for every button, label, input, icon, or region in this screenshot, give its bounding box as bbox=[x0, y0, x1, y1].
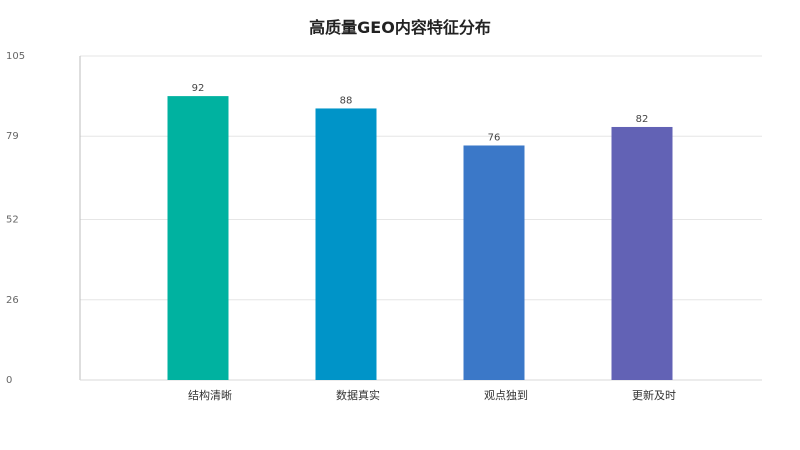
data-label: 92 bbox=[192, 83, 205, 94]
x-tick-labels: 结构清晰 数据真实 观点独到 更新及时 bbox=[188, 388, 676, 402]
y-tick-label: 105 bbox=[6, 51, 25, 62]
data-labels: 92 88 76 82 bbox=[192, 83, 649, 143]
x-tick-label: 观点独到 bbox=[484, 389, 528, 402]
bar bbox=[315, 108, 377, 380]
bar bbox=[611, 126, 673, 380]
y-tick-label: 79 bbox=[6, 131, 19, 142]
chart-title: 高质量GEO内容特征分布 bbox=[309, 18, 491, 37]
y-tick-label: 26 bbox=[6, 295, 19, 306]
bars bbox=[167, 96, 673, 380]
x-tick-label: 结构清晰 bbox=[188, 388, 232, 402]
y-tick-labels: 0 26 52 79 105 bbox=[6, 51, 25, 386]
x-tick-label: 数据真实 bbox=[336, 388, 380, 402]
bar bbox=[167, 96, 229, 380]
y-tick-label: 52 bbox=[6, 215, 19, 226]
data-label: 88 bbox=[340, 95, 353, 106]
data-label: 82 bbox=[636, 114, 649, 125]
x-tick-label: 更新及时 bbox=[632, 388, 676, 402]
data-label: 76 bbox=[488, 132, 501, 143]
y-tick-label: 0 bbox=[6, 375, 12, 386]
bar bbox=[463, 145, 525, 380]
